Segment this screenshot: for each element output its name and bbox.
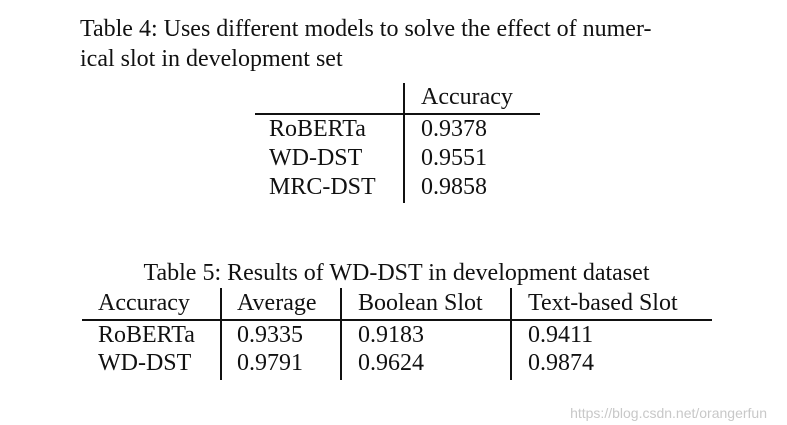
table5-row-cell: RoBERTa — [98, 322, 195, 348]
table5-row-cell: 0.9874 — [528, 350, 594, 376]
table5-column-divider — [220, 288, 222, 380]
table4-header-accuracy: Accuracy — [421, 84, 513, 110]
table5-row-cell: 0.9335 — [237, 322, 303, 348]
table5-row-cell: 0.9183 — [358, 322, 424, 348]
table5-row-cell: 0.9411 — [528, 322, 594, 348]
table5-row-cell: WD-DST — [98, 350, 192, 376]
table4-row-model: WD-DST — [269, 145, 363, 171]
table5-column-divider — [340, 288, 342, 380]
table4-header-rule — [255, 113, 540, 115]
table4-caption-line2: ical slot in development set — [80, 46, 343, 72]
table4-row-accuracy: 0.9551 — [421, 145, 487, 171]
table5-header-cell: Average — [237, 290, 317, 316]
table4-caption: Table 4: Uses different models to solve … — [80, 14, 730, 74]
table5: Accuracy Average Boolean Slot Text-based… — [82, 288, 712, 383]
table5-caption-text: Table 5: Results of WD-DST in developmen… — [143, 260, 650, 286]
table5-row-cell: 0.9791 — [237, 350, 303, 376]
table5-column-divider — [510, 288, 512, 380]
table5-row-cell: 0.9624 — [358, 350, 424, 376]
table5-header-rule — [82, 319, 712, 321]
table5-header-cell: Accuracy — [98, 290, 190, 316]
table4-caption-line1: Table 4: Uses different models to solve … — [80, 16, 652, 42]
table4-column-divider — [403, 83, 405, 203]
table4-row-model: MRC-DST — [269, 174, 376, 200]
table5-header-cell: Boolean Slot — [358, 290, 483, 316]
table4-row-accuracy: 0.9858 — [421, 174, 487, 200]
table4-row-accuracy: 0.9378 — [421, 116, 487, 142]
table4: Accuracy RoBERTa 0.9378 WD-DST 0.9551 MR… — [255, 83, 540, 205]
table4-row-model: RoBERTa — [269, 116, 366, 142]
table5-caption: Table 5: Results of WD-DST in developmen… — [0, 258, 787, 288]
table5-header-cell: Text-based Slot — [528, 290, 678, 316]
watermark-url: https://blog.csdn.net/orangerfun — [570, 405, 767, 421]
